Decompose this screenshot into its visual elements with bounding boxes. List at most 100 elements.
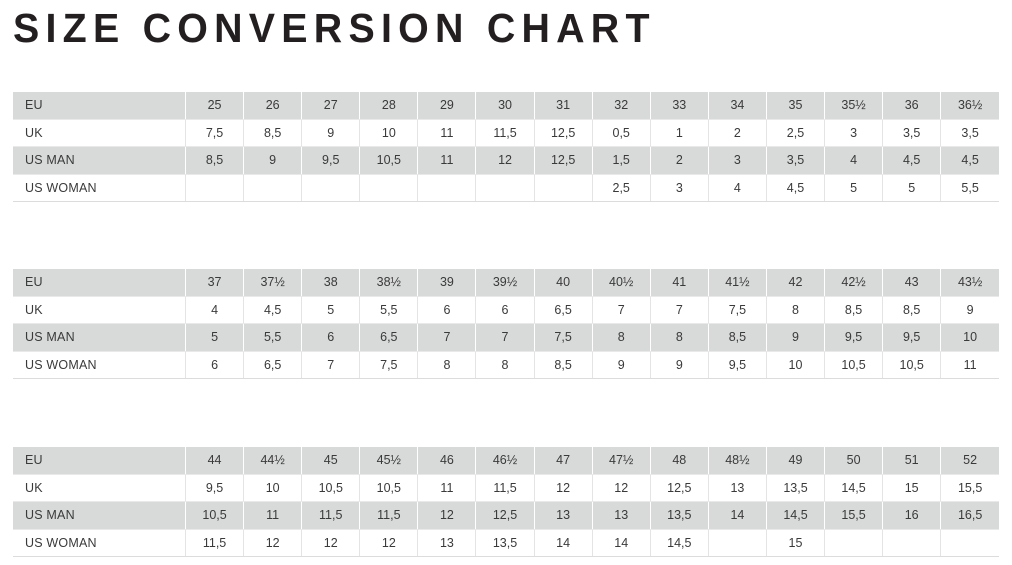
size-cell: 4 <box>708 174 767 202</box>
size-cell: 38½ <box>359 269 419 297</box>
size-cell: 45½ <box>359 447 419 475</box>
size-cell: 48 <box>650 447 709 475</box>
size-cell: 45 <box>301 447 361 475</box>
size-cell: 8 <box>475 351 535 379</box>
table-row: UK 4 4,5 5 5,5 6 6 6,5 7 7 7,5 8 8,5 8,5 9 <box>13 296 999 324</box>
size-cell: 41½ <box>708 269 767 297</box>
table-3-body: EU 44 44½ 45 45½ 46 46½ 47 47½ 48 48½ 49 50 51 52 UK 9,5… <box>13 447 999 557</box>
size-cell: 3 <box>708 146 767 175</box>
size-cell: 10,5 <box>359 146 419 175</box>
size-cell <box>243 174 303 202</box>
table-row: US WOMAN 11,5 12 12 12 13 13,5 14 14 14,5 15 <box>13 529 999 557</box>
size-cell: 1 <box>650 119 709 147</box>
size-cell: 11,5 <box>475 119 535 147</box>
size-cell: 9 <box>243 146 303 175</box>
size-cell: 26 <box>243 92 303 120</box>
size-cell: 3,5 <box>766 146 826 175</box>
size-cell: 5 <box>882 174 942 202</box>
size-cell: 7,5 <box>708 296 767 324</box>
size-cell: 37½ <box>243 269 303 297</box>
row-label-eu: EU <box>13 447 186 475</box>
size-cell: 36½ <box>940 92 999 120</box>
size-cell: 7 <box>592 296 651 324</box>
size-cell: 4,5 <box>940 146 999 175</box>
size-cell: 3 <box>650 174 709 202</box>
size-cell: 10,5 <box>824 351 884 379</box>
size-cell: 1,5 <box>592 146 651 175</box>
size-cell: 51 <box>882 447 942 475</box>
size-cell: 40½ <box>592 269 651 297</box>
size-cell: 10 <box>243 474 303 502</box>
size-cell: 50 <box>824 447 884 475</box>
size-cell: 30 <box>475 92 535 120</box>
size-cell: 9,5 <box>882 323 942 352</box>
table-row: UK 7,5 8,5 9 10 11 11,5 12,5 0,5 1 2 2,5 3 3,5 3,5 <box>13 119 999 147</box>
size-cell: 46 <box>417 447 477 475</box>
size-cell: 8,5 <box>185 146 245 175</box>
size-cell: 43½ <box>940 269 999 297</box>
row-label-eu: EU <box>13 269 186 297</box>
size-cell: 12,5 <box>534 146 593 175</box>
size-cell: 28 <box>359 92 419 120</box>
table-1-body: EU 25 26 27 28 29 30 31 32 33 34 35 35½ 36 36½ UK 7,5 8,5… <box>13 92 999 202</box>
size-cell: 15 <box>766 529 826 557</box>
size-cell: 14,5 <box>650 529 709 557</box>
size-cell: 5,5 <box>359 296 419 324</box>
table-row: EU 44 44½ 45 45½ 46 46½ 47 47½ 48 48½ 49 50 51 52 <box>13 447 999 475</box>
size-cell: 9,5 <box>185 474 245 502</box>
table-row: EU 25 26 27 28 29 30 31 32 33 34 35 35½ 36 36½ <box>13 92 999 120</box>
size-cell: 12 <box>359 529 419 557</box>
size-cell: 48½ <box>708 447 767 475</box>
size-cell: 10,5 <box>882 351 942 379</box>
row-label-us-woman: US WOMAN <box>13 174 186 202</box>
size-cell: 9 <box>940 296 999 324</box>
size-cell: 10,5 <box>185 501 245 530</box>
size-cell: 7,5 <box>185 119 245 147</box>
size-cell: 11 <box>417 119 477 147</box>
size-cell: 39 <box>417 269 477 297</box>
size-cell: 15,5 <box>824 501 884 530</box>
size-cell: 4 <box>185 296 245 324</box>
size-cell: 12 <box>243 529 303 557</box>
size-cell: 14 <box>534 529 593 557</box>
size-cell: 6,5 <box>359 323 419 352</box>
size-cell: 14 <box>592 529 651 557</box>
size-cell: 15 <box>882 474 942 502</box>
size-cell: 42 <box>766 269 826 297</box>
size-cell: 11,5 <box>185 529 245 557</box>
table-row: US WOMAN 2,5 3 4 4,5 5 5 5,5 <box>13 174 999 202</box>
size-cell: 15,5 <box>940 474 999 502</box>
size-cell <box>475 174 535 202</box>
size-cell: 40 <box>534 269 593 297</box>
size-cell: 34 <box>708 92 767 120</box>
size-cell: 11,5 <box>301 501 361 530</box>
size-cell: 4 <box>824 146 884 175</box>
size-cell: 44½ <box>243 447 303 475</box>
size-cell: 9,5 <box>824 323 884 352</box>
size-cell: 2 <box>650 146 709 175</box>
size-cell: 36 <box>882 92 942 120</box>
size-cell: 13,5 <box>650 501 709 530</box>
size-cell: 12 <box>417 501 477 530</box>
size-cell: 12 <box>592 474 651 502</box>
size-cell: 7 <box>650 296 709 324</box>
size-cell: 6 <box>185 351 245 379</box>
size-cell: 16,5 <box>940 501 999 530</box>
size-cell: 52 <box>940 447 999 475</box>
size-cell: 10,5 <box>359 474 419 502</box>
size-cell: 11 <box>417 474 477 502</box>
size-cell: 25 <box>185 92 245 120</box>
size-cell <box>534 174 593 202</box>
size-cell: 41 <box>650 269 709 297</box>
size-cell: 11 <box>417 146 477 175</box>
size-cell: 10 <box>359 119 419 147</box>
size-cell <box>359 174 419 202</box>
size-cell: 9,5 <box>301 146 361 175</box>
size-cell: 37 <box>185 269 245 297</box>
size-cell <box>708 529 767 557</box>
size-cell: 46½ <box>475 447 535 475</box>
size-cell: 4,5 <box>243 296 303 324</box>
size-cell: 44 <box>185 447 245 475</box>
size-cell: 7 <box>417 323 477 352</box>
